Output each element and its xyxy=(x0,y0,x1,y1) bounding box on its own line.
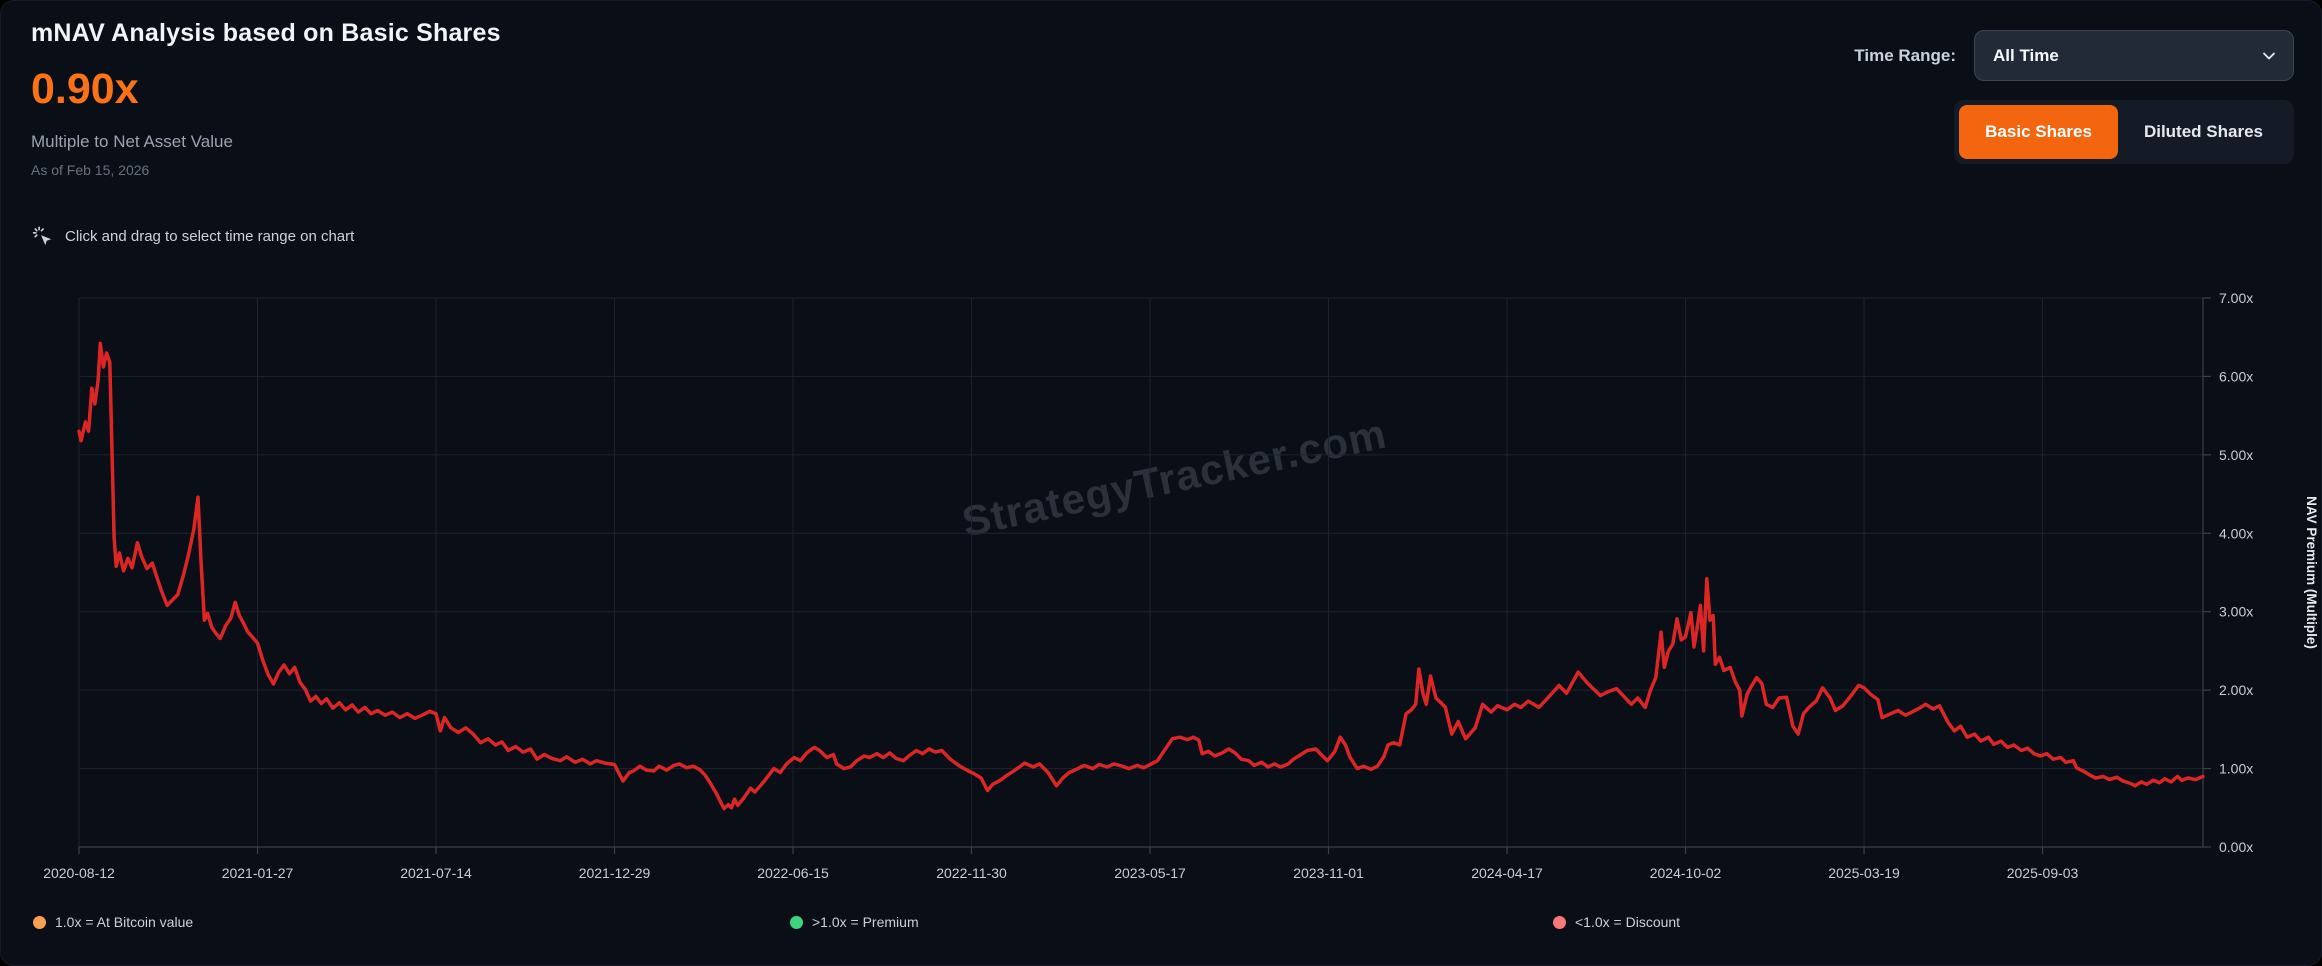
x-tick-label: 2024-04-17 xyxy=(1471,865,1543,881)
time-range-value: All Time xyxy=(1993,45,2059,65)
chevron-down-icon xyxy=(2263,52,2275,59)
legend-dot-green xyxy=(790,915,803,929)
y-tick-label: 4.00x xyxy=(2219,525,2253,541)
hint-text: Click and drag to select time range on c… xyxy=(65,228,355,245)
legend-item-at-bitcoin-value: 1.0x = At Bitcoin value xyxy=(33,904,193,940)
y-tick-label: 3.00x xyxy=(2219,604,2253,620)
x-tick-label: 2024-10-02 xyxy=(1650,865,1722,881)
legend-label: >1.0x = Premium xyxy=(812,914,919,930)
y-tick-label: 6.00x xyxy=(2219,368,2253,384)
y-tick-label: 7.00x xyxy=(2219,290,2253,306)
time-range-label: Time Range: xyxy=(1854,45,1956,65)
y-tick-label: 5.00x xyxy=(2219,447,2253,463)
diluted-shares-button[interactable]: Diluted Shares xyxy=(2118,105,2289,159)
x-tick-label: 2020-08-12 xyxy=(43,865,115,881)
legend-dot-pink xyxy=(1553,915,1566,929)
y-tick-label: 0.00x xyxy=(2219,839,2253,855)
y-tick-label: 1.00x xyxy=(2219,761,2253,777)
mnav-series-line xyxy=(77,341,2205,811)
time-range-select[interactable]: All Time xyxy=(1974,30,2294,81)
chart-hint: Click and drag to select time range on c… xyxy=(31,225,354,248)
x-tick-label: 2025-03-19 xyxy=(1828,865,1900,881)
legend-item-discount: <1.0x = Discount xyxy=(1553,904,1680,940)
legend-item-premium: >1.0x = Premium xyxy=(790,904,919,940)
x-tick-label: 2023-05-17 xyxy=(1114,865,1186,881)
x-tick-label: 2023-11-01 xyxy=(1293,865,1364,881)
y-axis-title: NAV Premium (Multiple) xyxy=(2304,496,2319,649)
x-tick-label: 2022-11-30 xyxy=(936,865,1007,881)
mnav-multiple-value: 0.90x xyxy=(31,65,139,113)
legend-label: 1.0x = At Bitcoin value xyxy=(55,914,194,930)
y-tick-label: 2.00x xyxy=(2219,682,2253,698)
basic-shares-button[interactable]: Basic Shares xyxy=(1959,105,2118,159)
legend-dot-orange xyxy=(33,915,46,929)
x-tick-label: 2021-12-29 xyxy=(579,865,651,881)
time-range-row: Time Range: All Time xyxy=(1854,30,2294,81)
share-type-toggle: Basic Shares Diluted Shares xyxy=(1954,100,2294,164)
x-tick-label: 2022-06-15 xyxy=(757,865,829,881)
mnav-line-chart[interactable]: 0.00x 1.00x 2.00x 3.00x 4.00x 5.00x 6.00x 7.00x… xyxy=(1,261,2322,901)
page-title: mNAV Analysis based on Basic Shares xyxy=(31,19,501,47)
cursor-click-icon xyxy=(32,226,52,246)
mnav-subtitle: Multiple to Net Asset Value xyxy=(31,132,233,151)
x-tick-label: 2021-01-27 xyxy=(222,865,294,881)
x-tick-label: 2025-09-03 xyxy=(2007,865,2079,881)
legend-label: <1.0x = Discount xyxy=(1575,914,1681,930)
x-tick-label: 2021-07-14 xyxy=(400,865,472,881)
as-of-date: As of Feb 15, 2026 xyxy=(31,162,150,178)
